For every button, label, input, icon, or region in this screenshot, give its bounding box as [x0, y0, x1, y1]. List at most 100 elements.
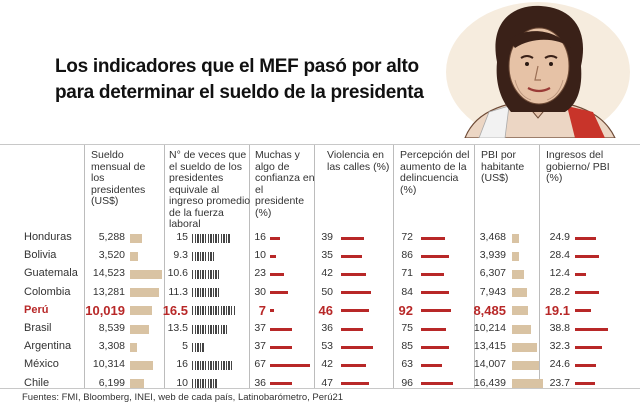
tick-veces: [210, 233, 212, 243]
tick-veces: [225, 306, 228, 316]
tick-veces: [223, 233, 225, 243]
table-cell-delincuencia: 71: [401, 267, 413, 280]
bar-sueldo: [130, 251, 138, 261]
bar-pbi: [512, 342, 538, 352]
bar-delincuencia: [421, 327, 446, 331]
bar-violencia: [341, 236, 365, 240]
tick-veces: [218, 269, 220, 279]
tick-veces: [205, 379, 207, 389]
tick-veces: [207, 379, 209, 389]
table-cell-veces: 16: [176, 358, 188, 371]
bar-confianza: [270, 236, 280, 240]
tick-veces: [215, 360, 217, 370]
tick-veces: [207, 233, 209, 243]
tick-veces: [192, 251, 194, 261]
table-cell-ingresos: 28.4: [549, 249, 570, 262]
tick-veces: [233, 306, 235, 316]
tick-veces: [220, 324, 222, 334]
bar-delincuencia: [421, 309, 452, 313]
tick-veces: [231, 306, 233, 316]
column-header: Violencia en las calles (%): [327, 149, 390, 173]
bar-pbi: [512, 233, 519, 243]
tick-veces: [212, 233, 215, 243]
bar-ingresos: [575, 327, 608, 331]
table-cell-sueldo: 5,288: [98, 231, 125, 243]
tick-veces: [210, 251, 212, 261]
tick-veces: [202, 379, 204, 389]
tick-veces: [199, 306, 202, 316]
bar-confianza: [270, 345, 293, 349]
bar-violencia: [341, 254, 362, 258]
table-cell-sueldo: 14,523: [92, 267, 125, 280]
bar-sueldo: [130, 379, 144, 389]
footer-rule: [0, 388, 640, 389]
tick-veces: [202, 233, 204, 243]
table-cell-violencia: 53: [321, 340, 333, 353]
table-cell-violencia: 46: [318, 302, 333, 318]
bar-violencia: [341, 309, 369, 313]
table-cell-veces: 9.3: [173, 249, 188, 262]
tick-veces: [231, 360, 233, 370]
table-cell-veces: 11.3: [168, 285, 188, 298]
bar-pbi: [512, 360, 539, 370]
tick-veces: [210, 324, 212, 334]
table-cell-pbi: 8,485: [473, 302, 506, 318]
tick-veces: [194, 251, 196, 261]
column-header: PBI por habitante (US$): [481, 149, 525, 184]
bar-pbi: [512, 288, 528, 298]
tick-veces: [207, 360, 209, 370]
tick-veces: [212, 324, 215, 334]
tick-veces: [215, 306, 217, 316]
tick-veces: [223, 360, 225, 370]
tick-veces: [197, 251, 199, 261]
table-cell-delincuencia: 72: [401, 231, 413, 243]
bar-sueldo: [130, 360, 153, 370]
tick-veces: [210, 288, 212, 298]
bar-confianza: [270, 382, 292, 386]
tick-veces: [202, 324, 204, 334]
tick-veces: [199, 269, 202, 279]
tick-veces: [210, 379, 212, 389]
table-cell-confianza: 37: [254, 322, 266, 334]
table-row-country: Argentina: [24, 340, 72, 353]
tick-veces: [207, 324, 209, 334]
header-rule: [0, 144, 640, 145]
tick-veces: [194, 269, 196, 279]
table-cell-delincuencia: 92: [398, 302, 413, 318]
bar-confianza: [270, 327, 293, 331]
table-cell-sueldo: 3,520: [98, 249, 125, 262]
tick-veces: [197, 324, 199, 334]
bar-ingresos: [575, 309, 592, 313]
tick-veces: [202, 251, 204, 261]
bar-ingresos: [575, 272, 586, 276]
tick-veces: [215, 379, 217, 389]
table-cell-violencia: 39: [321, 231, 333, 243]
bar-sueldo: [130, 306, 153, 316]
bar-delincuencia: [421, 254, 450, 258]
bar-violencia: [341, 291, 371, 295]
table-cell-delincuencia: 75: [401, 322, 413, 334]
table-row-country: Guatemala: [24, 267, 78, 280]
tick-veces: [205, 360, 207, 370]
tick-veces: [212, 306, 215, 316]
tick-veces: [192, 269, 194, 279]
bar-violencia: [341, 272, 367, 276]
bar-pbi: [512, 379, 544, 389]
tick-veces: [197, 288, 199, 298]
tick-veces: [215, 288, 217, 298]
table-cell-sueldo: 10,019: [85, 302, 125, 318]
bar-pbi: [512, 269, 524, 279]
table-cell-ingresos: 24.9: [549, 231, 570, 243]
page-title: Los indicadores que el MEF pasó por alto…: [55, 54, 424, 106]
tick-veces: [215, 324, 217, 334]
bar-delincuencia: [421, 291, 449, 295]
tick-veces: [212, 269, 215, 279]
column-divider: [249, 145, 250, 388]
tick-veces: [228, 360, 230, 370]
bar-pbi: [512, 324, 532, 334]
tick-veces: [215, 269, 217, 279]
bar-violencia: [341, 363, 367, 367]
bar-ingresos: [575, 291, 599, 295]
table-cell-veces: 13.5: [167, 322, 188, 334]
table-cell-confianza: 16: [254, 231, 266, 243]
